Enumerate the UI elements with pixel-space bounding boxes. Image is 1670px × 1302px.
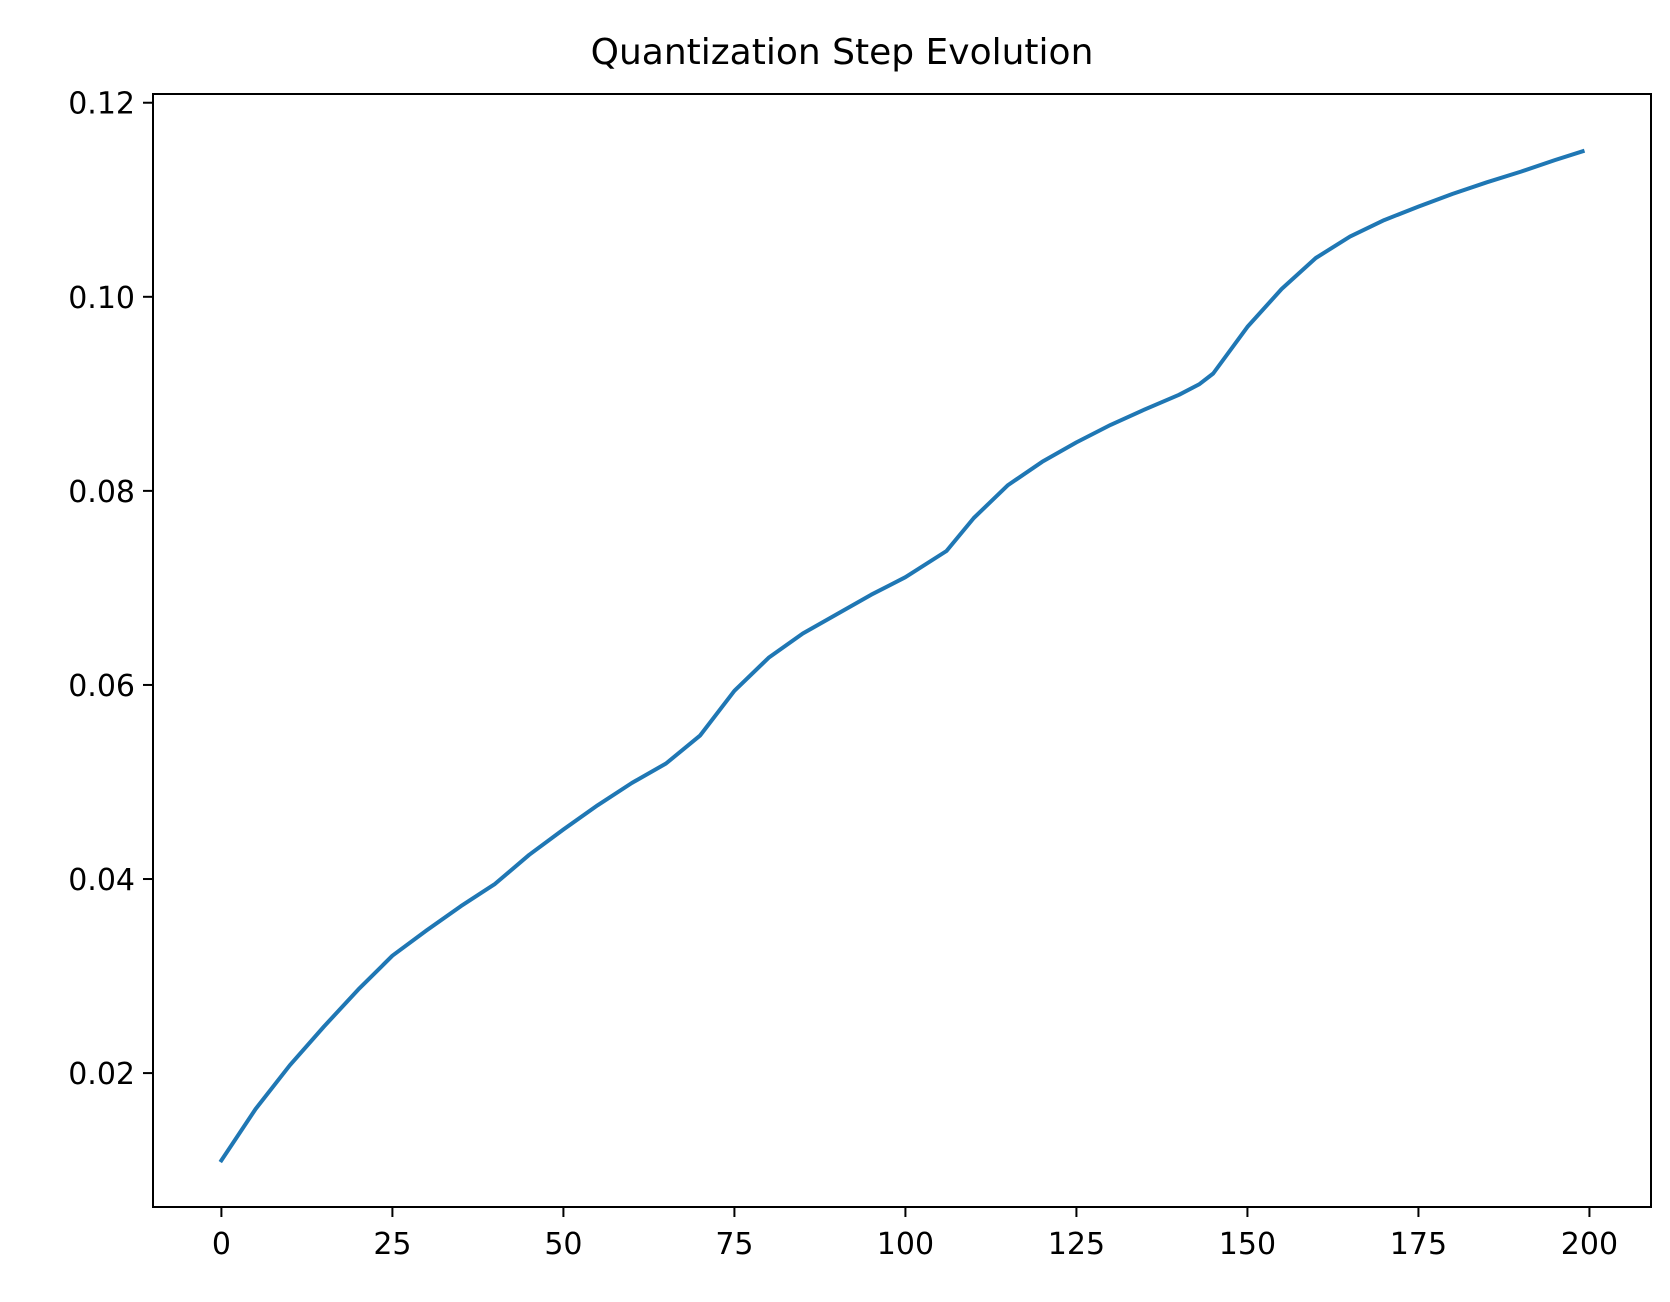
plot-area	[218, 148, 1586, 1164]
y-tick-label: 0.08	[68, 475, 135, 510]
x-tick-label: 50	[544, 1227, 582, 1262]
x-tick-label: 175	[1390, 1227, 1447, 1262]
x-tick-label: 25	[373, 1227, 411, 1262]
x-tick-label: 125	[1048, 1227, 1105, 1262]
y-axis: 0.02 0.04 0.06 0.08 0.10 0.12	[68, 87, 153, 1092]
x-tick-label: 0	[212, 1227, 231, 1262]
series-line-0	[218, 148, 1586, 1164]
chart-title: Quantization Step Evolution	[591, 32, 1094, 73]
x-tick-label: 75	[715, 1227, 753, 1262]
y-tick-label: 0.10	[68, 281, 135, 316]
y-tick-label: 0.12	[68, 87, 135, 122]
y-tick-label: 0.06	[68, 669, 135, 704]
y-tick-label: 0.02	[68, 1057, 135, 1092]
x-axis: 0 25 50 75 100 125 150 175 200	[212, 1207, 1618, 1262]
x-tick-label: 200	[1561, 1227, 1618, 1262]
x-tick-label: 150	[1219, 1227, 1276, 1262]
x-tick-label: 100	[877, 1227, 934, 1262]
y-tick-label: 0.04	[68, 863, 135, 898]
plot-frame	[152, 93, 1652, 1208]
